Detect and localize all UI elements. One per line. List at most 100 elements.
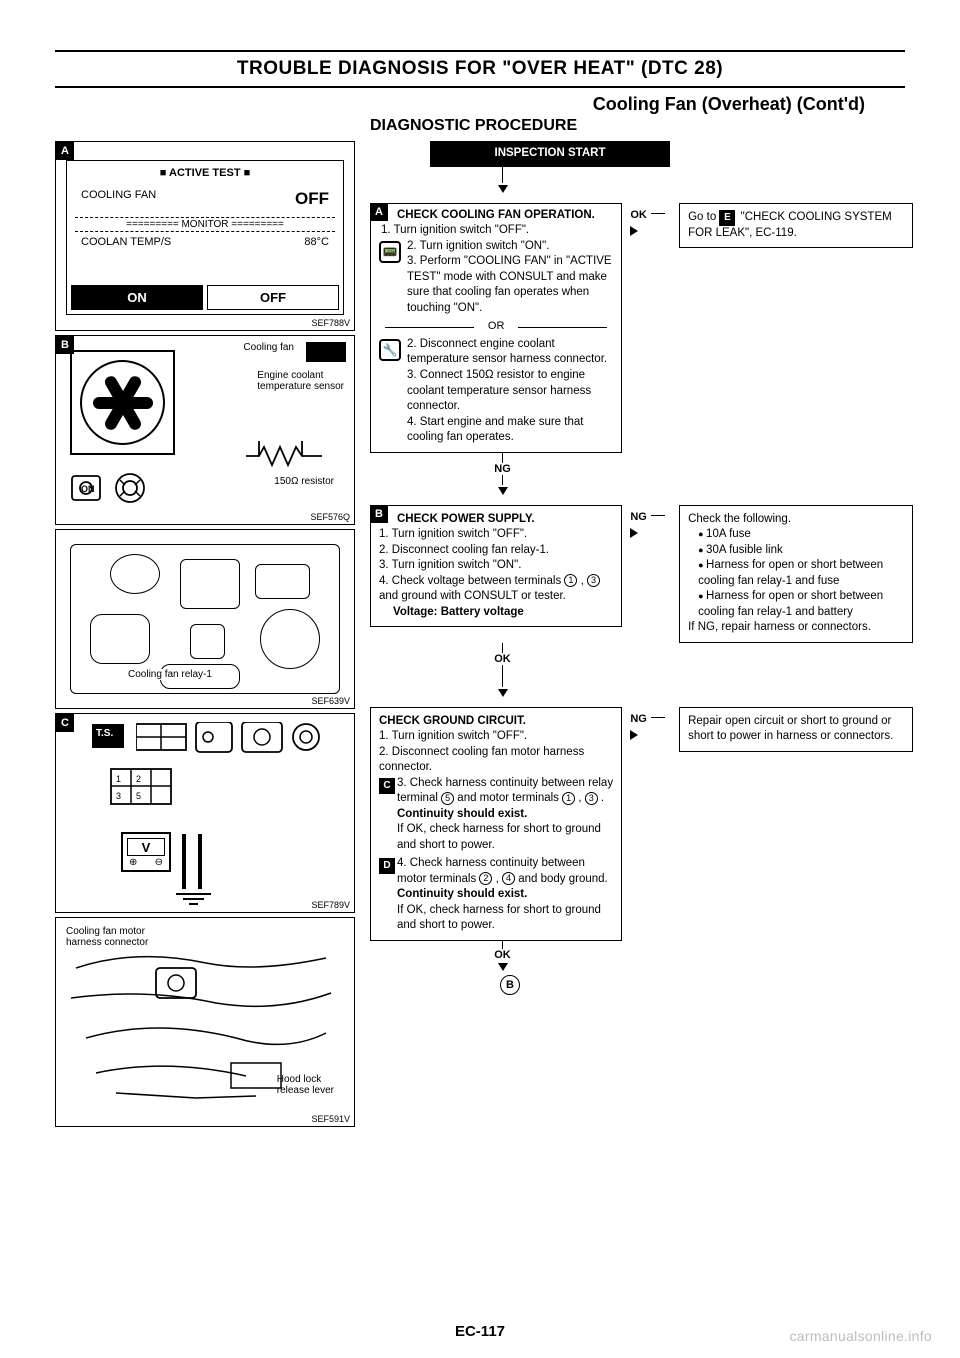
- step-a-b4: Start engine and make sure that cooling …: [407, 416, 583, 444]
- flowchart-column: INSPECTION START A CHECK COOLING FAN OPE…: [355, 141, 913, 1131]
- header-rule: [55, 50, 905, 52]
- svg-text:3: 3: [116, 791, 121, 801]
- step-c-3c: Continuity should exist.: [397, 807, 613, 823]
- result-a-badge: E: [719, 210, 735, 226]
- step-c-3d: If OK, check harness for short to ground…: [397, 822, 613, 853]
- connector-icon: [306, 342, 346, 362]
- figure-consult-screen: A ■ ACTIVE TEST ■ COOLING FAN OFF ======…: [55, 141, 355, 331]
- step-c-3b: and motor terminals: [454, 792, 562, 804]
- step-b-2: Disconnect cooling fan relay-1.: [392, 544, 549, 556]
- terminal-m3: 3: [585, 792, 598, 805]
- label-hood-lock: Hood lock release lever: [277, 1074, 334, 1096]
- svg-text:ON: ON: [81, 484, 95, 494]
- step-c-1: Turn ignition switch "OFF".: [392, 730, 528, 742]
- terminal-3: 3: [587, 574, 600, 587]
- ts-label: T.S.: [96, 728, 113, 739]
- section-heading: DIAGNOSTIC PROCEDURE: [55, 117, 905, 135]
- arrow-ok-c: OK: [370, 949, 635, 961]
- figure-e-label: SEF591V: [311, 1114, 350, 1124]
- step-b-4a: Check voltage between terminals: [392, 575, 565, 587]
- consult-param-value: OFF: [295, 189, 329, 209]
- step-c3-badge: C: [379, 778, 395, 794]
- monitor-value: 88°C: [304, 236, 329, 248]
- step-badge-a: A: [370, 203, 388, 221]
- figure-cooling-fan-schematic: B Cooling fan Engine coolant temperature…: [55, 335, 355, 525]
- consult-title: ■ ACTIVE TEST ■: [75, 167, 335, 179]
- step-b-title: CHECK POWER SUPPLY.: [379, 512, 613, 528]
- flow-row-c: CHECK GROUND CIRCUIT. 1. Turn ignition s…: [370, 707, 913, 941]
- step-a-b3: Connect 150Ω resistor to engine coolant …: [407, 369, 591, 412]
- figure-c-label: SEF639V: [311, 696, 350, 706]
- flow-continue-marker: B: [500, 975, 520, 995]
- consult-on-button[interactable]: ON: [71, 285, 203, 310]
- arrow-ok-a: OK: [630, 209, 647, 221]
- flow-row-b: B CHECK POWER SUPPLY. 1. Turn ignition s…: [370, 505, 913, 643]
- ignition-icons: ON: [70, 468, 160, 514]
- result-b-footer: If NG, repair harness or connectors.: [688, 620, 903, 636]
- flow-step-b: B CHECK POWER SUPPLY. 1. Turn ignition s…: [370, 505, 622, 628]
- flow-row-a: A CHECK COOLING FAN OPERATION. 1. Turn i…: [370, 203, 913, 453]
- arrow-right-icon-2: [630, 528, 638, 538]
- flow-step-c: CHECK GROUND CIRCUIT. 1. Turn ignition s…: [370, 707, 622, 941]
- result-b-item2: 30A fusible link: [698, 543, 903, 559]
- arrow-ng-a: NG: [370, 463, 635, 475]
- consult-param-label: COOLING FAN: [81, 189, 156, 209]
- voltmeter-label: V: [127, 838, 165, 856]
- figure-d-label: SEF789V: [311, 900, 350, 910]
- consult-tool-icon: 📟: [379, 241, 401, 263]
- consult-off-button[interactable]: OFF: [207, 285, 339, 310]
- step-a-b2: Disconnect engine coolant temperature se…: [407, 338, 607, 366]
- label-ect-sensor: Engine coolant temperature sensor: [257, 370, 344, 392]
- step-b-1: Turn ignition switch "OFF".: [392, 528, 528, 540]
- result-b-item4: Harness for open or short between coolin…: [698, 589, 903, 620]
- terminal-1: 1: [564, 574, 577, 587]
- monitor-divider: ========= MONITOR =========: [75, 217, 335, 232]
- step-c-4b: and body ground.: [515, 873, 608, 885]
- cooling-fan-icon: [70, 350, 175, 455]
- arrow-right-icon: [630, 226, 638, 236]
- subheading: Cooling Fan (Overheat) (Cont'd): [55, 94, 905, 115]
- step-c-4c: Continuity should exist.: [397, 887, 613, 903]
- arrow-right-icon-3: [630, 730, 638, 740]
- label-cooling-fan-relay: Cooling fan relay-1: [126, 669, 214, 680]
- step-b-3: Turn ignition switch "ON".: [392, 559, 522, 571]
- terminal-5: 5: [441, 792, 454, 805]
- figures-column: A ■ ACTIVE TEST ■ COOLING FAN OFF ======…: [55, 141, 355, 1131]
- result-b-item3: Harness for open or short between coolin…: [698, 558, 903, 589]
- figure-badge-a: A: [56, 142, 74, 160]
- connector-icons: [136, 722, 336, 762]
- or-divider: OR: [379, 319, 613, 334]
- result-b-item1: 10A fuse: [698, 527, 903, 543]
- arrow-ng-c: NG: [630, 713, 647, 725]
- figure-a-label: SEF788V: [311, 318, 350, 328]
- page-title: TROUBLE DIAGNOSIS FOR "OVER HEAT" (DTC 2…: [55, 58, 905, 80]
- watermark: carmanualsonline.info: [790, 1328, 933, 1344]
- wrench-tool-icon: 🔧: [379, 339, 401, 361]
- probe-icons: [176, 834, 208, 894]
- step-a-1: Turn ignition switch "OFF".: [394, 224, 530, 236]
- label-cooling-fan: Cooling fan: [243, 342, 294, 353]
- step-a-3: Perform "COOLING FAN" in "ACTIVE TEST" m…: [407, 255, 612, 314]
- terminal-m1: 1: [562, 792, 575, 805]
- resistor-icon: [244, 441, 324, 471]
- result-b-title: Check the following.: [688, 512, 903, 528]
- figure-badge-c: C: [56, 714, 74, 732]
- monitor-label: COOLAN TEMP/S: [81, 236, 171, 248]
- svg-text:1: 1: [116, 774, 121, 784]
- step-b-voltage: Voltage: Battery voltage: [379, 605, 613, 621]
- flow-result-b: Check the following. 10A fuse 30A fusibl…: [679, 505, 912, 643]
- svg-text:5: 5: [136, 791, 141, 801]
- figure-voltage-check: C T.S.: [55, 713, 355, 913]
- flow-start-box: INSPECTION START: [430, 141, 670, 167]
- arrow-ng-b: NG: [630, 511, 647, 523]
- header-rule-2: [55, 86, 905, 88]
- step-a-2: Turn ignition switch "ON".: [420, 240, 550, 252]
- figure-b-label: SEF576Q: [310, 512, 350, 522]
- figure-engine-bay: Cooling fan relay-1 SEF639V: [55, 529, 355, 709]
- svg-text:2: 2: [136, 774, 141, 784]
- step-c-title: CHECK GROUND CIRCUIT.: [379, 714, 613, 730]
- label-resistor: 150Ω resistor: [274, 476, 334, 487]
- step-c-2: Disconnect cooling fan motor harness con…: [379, 746, 584, 774]
- step-a-title: CHECK COOLING FAN OPERATION.: [379, 208, 613, 224]
- relay-connector-icon: 1 2 3 5: [106, 764, 186, 814]
